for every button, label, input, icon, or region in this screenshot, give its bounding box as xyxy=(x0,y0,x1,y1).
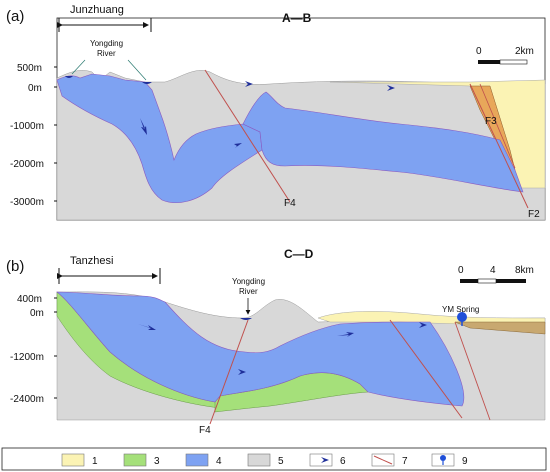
fault-label-b-f4: F4 xyxy=(199,425,211,436)
legend-label-4: 4 xyxy=(216,456,222,467)
scale-b-end: 8km xyxy=(515,265,534,276)
fault-label-a-f2: F2 xyxy=(528,209,540,220)
legend-label-3: 3 xyxy=(154,456,160,467)
scale-bar-b-seg1 xyxy=(460,279,478,283)
quaternary-cover-b xyxy=(317,311,546,325)
legend-swatch-5 xyxy=(247,453,271,467)
river-pointer-a-west xyxy=(71,59,86,75)
depth-label-b-0: 400m xyxy=(17,294,42,305)
legend-swatch-4 xyxy=(185,453,209,467)
river-label-a-line2: River xyxy=(97,49,116,58)
flow-arrows-b xyxy=(138,322,427,375)
river-marker-a-east xyxy=(142,82,152,84)
legend-label-5: 5 xyxy=(278,456,284,467)
panel-b-label: (b) xyxy=(6,258,24,275)
fault-f4-line xyxy=(204,69,291,203)
fault-label-a-f3: F3 xyxy=(485,116,497,127)
panel-a-label: (a) xyxy=(6,8,24,25)
depth-label-b-3: -2400m xyxy=(10,394,44,405)
fault-f3-line xyxy=(479,83,516,169)
legend-swatch-6 xyxy=(309,453,333,467)
spring-label: YM Spring xyxy=(442,305,479,314)
legend-label-7: 7 xyxy=(402,456,408,467)
spring-marker-icon xyxy=(457,312,467,322)
spring-marker-legend-icon xyxy=(440,455,446,461)
legend-label-9: 9 xyxy=(462,456,468,467)
depth-label-a-4: -3000m xyxy=(10,197,44,208)
scale-b-start: 0 xyxy=(458,265,464,276)
region-label-b: Tanzhesi xyxy=(70,255,113,267)
fault-label-a-f4: F4 xyxy=(284,198,296,209)
depth-axis-b: 400m 0m -1200m -2400m xyxy=(10,294,57,405)
depth-label-b-2: -1200m xyxy=(10,352,44,363)
legend: 1 3 4 5 6 7 9 xyxy=(1,447,547,471)
scale-a-end: 2km xyxy=(515,46,534,57)
legend-label-1: 1 xyxy=(92,456,98,467)
scale-bar-a-dark xyxy=(478,60,500,64)
panel-b: (b) C—D Yongding River YM Spring xyxy=(6,247,546,436)
flow-arrow-icon xyxy=(314,457,329,463)
fault-f2-line xyxy=(469,83,529,209)
legend-label-6: 6 xyxy=(340,456,346,467)
scale-bar-b-seg3 xyxy=(496,279,526,283)
flow-arrows-a xyxy=(140,81,395,150)
panel-a: (a) A—B Yongding River xyxy=(6,4,546,221)
depth-label-a-0: 500m xyxy=(17,63,42,74)
legend-swatch-3 xyxy=(123,453,147,467)
karst-aquifer-b xyxy=(56,291,464,407)
river-marker-a-west xyxy=(65,76,73,78)
depth-label-a-2: -1000m xyxy=(10,121,44,132)
karst-aquifer-east xyxy=(242,91,524,193)
scale-b-mid: 4 xyxy=(490,265,496,276)
depth-label-a-3: -2000m xyxy=(10,159,44,170)
depth-label-b-1: 0m xyxy=(30,308,44,319)
scale-a-start: 0 xyxy=(476,46,482,57)
river-label-b-line1: Yongding xyxy=(232,277,265,286)
river-label-b-line2: River xyxy=(239,287,258,296)
depth-label-a-1: 0m xyxy=(28,83,42,94)
river-pointer-a-east xyxy=(127,59,147,81)
panel-b-title: C—D xyxy=(284,247,314,261)
region-label-a: Junzhuang xyxy=(70,4,124,16)
fault-line-icon xyxy=(373,455,393,465)
river-label-a-line1: Yongding xyxy=(90,39,123,48)
depth-axis-a: 500m 0m -1000m -2000m -3000m xyxy=(10,63,57,208)
fault-line-b-spring xyxy=(454,321,491,421)
scale-bar-b-seg2 xyxy=(477,278,497,284)
fault-line-b-east xyxy=(389,319,463,419)
scale-bar-a-light xyxy=(499,59,528,65)
river-marker-b xyxy=(240,318,252,320)
brown-unit-b xyxy=(454,321,546,335)
legend-swatch-1 xyxy=(61,453,85,467)
